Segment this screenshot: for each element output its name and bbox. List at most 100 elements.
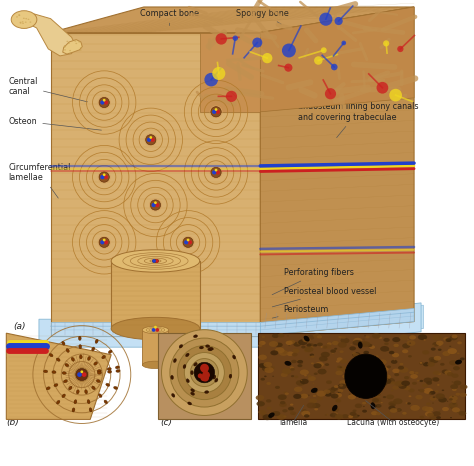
- Ellipse shape: [97, 370, 101, 372]
- Ellipse shape: [311, 356, 315, 358]
- Ellipse shape: [324, 359, 328, 361]
- Polygon shape: [41, 305, 423, 345]
- Ellipse shape: [20, 22, 21, 24]
- Ellipse shape: [313, 383, 314, 384]
- Ellipse shape: [325, 392, 332, 397]
- Circle shape: [233, 35, 238, 41]
- Ellipse shape: [361, 354, 365, 357]
- Circle shape: [82, 372, 86, 377]
- Polygon shape: [51, 33, 260, 336]
- Ellipse shape: [392, 404, 396, 406]
- Ellipse shape: [312, 403, 320, 408]
- Ellipse shape: [287, 335, 289, 336]
- Ellipse shape: [440, 363, 445, 366]
- Ellipse shape: [407, 340, 415, 346]
- Ellipse shape: [286, 341, 293, 345]
- Ellipse shape: [210, 347, 213, 350]
- Ellipse shape: [378, 377, 387, 382]
- Ellipse shape: [338, 391, 341, 393]
- Circle shape: [100, 101, 104, 104]
- Ellipse shape: [433, 411, 441, 416]
- Ellipse shape: [191, 370, 193, 375]
- Ellipse shape: [431, 348, 436, 351]
- Ellipse shape: [264, 367, 274, 373]
- Ellipse shape: [215, 378, 218, 382]
- Ellipse shape: [193, 335, 198, 338]
- Ellipse shape: [300, 379, 309, 384]
- Text: Compact bone: Compact bone: [140, 8, 199, 26]
- Ellipse shape: [452, 407, 460, 412]
- Ellipse shape: [376, 412, 381, 415]
- Ellipse shape: [357, 415, 360, 417]
- Ellipse shape: [62, 394, 65, 397]
- Circle shape: [103, 173, 106, 176]
- Ellipse shape: [308, 395, 310, 396]
- Ellipse shape: [292, 413, 294, 415]
- Ellipse shape: [408, 355, 412, 357]
- Ellipse shape: [346, 365, 355, 370]
- Polygon shape: [51, 322, 260, 336]
- Ellipse shape: [200, 346, 203, 349]
- Ellipse shape: [335, 349, 337, 350]
- Circle shape: [150, 200, 161, 210]
- Ellipse shape: [306, 343, 311, 347]
- Ellipse shape: [432, 403, 434, 404]
- Ellipse shape: [433, 396, 436, 398]
- Circle shape: [77, 372, 82, 377]
- Ellipse shape: [19, 21, 21, 23]
- Ellipse shape: [313, 363, 322, 368]
- Ellipse shape: [435, 391, 439, 393]
- Circle shape: [154, 326, 157, 329]
- Ellipse shape: [442, 370, 449, 374]
- Ellipse shape: [349, 394, 350, 395]
- Ellipse shape: [353, 376, 358, 379]
- Ellipse shape: [392, 385, 399, 390]
- Ellipse shape: [307, 403, 316, 408]
- Ellipse shape: [363, 338, 365, 340]
- Ellipse shape: [301, 411, 310, 416]
- Ellipse shape: [88, 356, 91, 360]
- Ellipse shape: [419, 362, 422, 364]
- Ellipse shape: [433, 345, 435, 346]
- Ellipse shape: [433, 370, 440, 375]
- Ellipse shape: [337, 366, 346, 372]
- Circle shape: [155, 203, 159, 207]
- Circle shape: [104, 101, 108, 104]
- Ellipse shape: [364, 351, 369, 354]
- Circle shape: [170, 338, 239, 407]
- Ellipse shape: [293, 342, 301, 347]
- Ellipse shape: [330, 413, 337, 418]
- Ellipse shape: [294, 376, 298, 378]
- Ellipse shape: [425, 362, 428, 364]
- Ellipse shape: [270, 350, 278, 356]
- Ellipse shape: [415, 372, 419, 374]
- Ellipse shape: [327, 388, 336, 394]
- Ellipse shape: [286, 372, 290, 374]
- Ellipse shape: [452, 400, 456, 403]
- Ellipse shape: [310, 354, 314, 356]
- Ellipse shape: [79, 344, 82, 349]
- Ellipse shape: [75, 43, 77, 44]
- Ellipse shape: [102, 356, 106, 359]
- Circle shape: [282, 43, 296, 57]
- Ellipse shape: [402, 412, 407, 415]
- Text: Perforating
canal: Perforating canal: [341, 65, 389, 105]
- Ellipse shape: [438, 397, 447, 403]
- Ellipse shape: [318, 369, 327, 374]
- Ellipse shape: [436, 393, 445, 399]
- Polygon shape: [260, 308, 414, 336]
- Circle shape: [202, 371, 210, 379]
- Ellipse shape: [358, 391, 362, 393]
- Circle shape: [147, 138, 151, 142]
- Ellipse shape: [91, 347, 95, 351]
- Circle shape: [187, 239, 190, 241]
- Ellipse shape: [288, 345, 290, 346]
- Ellipse shape: [306, 335, 314, 340]
- Ellipse shape: [274, 412, 277, 414]
- Ellipse shape: [339, 366, 342, 368]
- Circle shape: [154, 201, 157, 204]
- Ellipse shape: [337, 365, 341, 368]
- Ellipse shape: [339, 350, 344, 353]
- Ellipse shape: [460, 393, 466, 397]
- Ellipse shape: [97, 371, 101, 374]
